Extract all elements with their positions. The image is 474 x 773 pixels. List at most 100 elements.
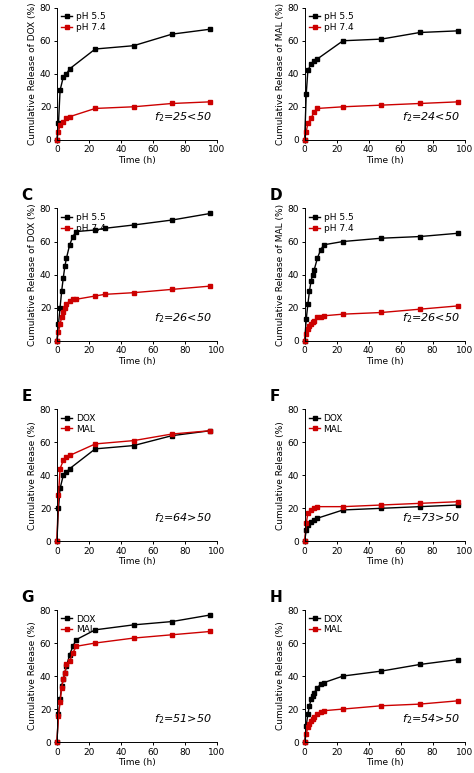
Legend: pH 5.5, pH 7.4: pH 5.5, pH 7.4	[60, 211, 108, 235]
Text: f$_2$=26<50: f$_2$=26<50	[402, 311, 460, 325]
Line: pH 5.5: pH 5.5	[302, 29, 460, 142]
DOX	[308, 517, 314, 526]
pH 7.4	[64, 114, 69, 123]
MAL	[308, 506, 314, 515]
pH 7.4	[54, 336, 60, 346]
DOX	[310, 691, 316, 700]
Y-axis label: Cumulative Release of MAL (%): Cumulative Release of MAL (%)	[276, 203, 285, 346]
pH 5.5	[302, 135, 308, 145]
MAL	[208, 426, 213, 435]
MAL	[318, 708, 323, 717]
MAL	[131, 436, 137, 445]
pH 5.5	[169, 29, 175, 39]
pH 5.5	[92, 225, 98, 234]
DOX	[92, 444, 98, 454]
pH 5.5	[73, 227, 79, 237]
Text: C: C	[22, 188, 33, 203]
MAL	[456, 696, 461, 706]
DOX	[55, 710, 61, 719]
pH 7.4	[59, 313, 64, 322]
pH 5.5	[315, 54, 320, 63]
Y-axis label: Cumulative Release of DOX (%): Cumulative Release of DOX (%)	[28, 2, 37, 145]
DOX	[456, 655, 461, 664]
pH 5.5	[321, 240, 327, 250]
DOX	[57, 484, 63, 493]
MAL	[73, 642, 79, 651]
MAL	[131, 633, 137, 642]
DOX	[379, 504, 384, 513]
DOX	[303, 721, 309, 730]
DOX	[131, 620, 137, 629]
pH 5.5	[59, 287, 64, 296]
pH 5.5	[456, 26, 461, 36]
MAL	[59, 683, 64, 693]
pH 7.4	[60, 117, 66, 126]
pH 5.5	[417, 232, 423, 241]
DOX	[59, 681, 64, 690]
pH 5.5	[92, 44, 98, 53]
MAL	[417, 700, 423, 709]
pH 5.5	[302, 336, 308, 346]
Text: E: E	[22, 389, 32, 404]
DOX	[54, 536, 60, 546]
pH 7.4	[55, 328, 61, 337]
MAL	[92, 638, 98, 648]
pH 5.5	[54, 336, 60, 346]
Line: pH 7.4: pH 7.4	[55, 284, 212, 342]
pH 7.4	[305, 119, 310, 128]
MAL	[303, 519, 309, 528]
pH 5.5	[54, 135, 60, 145]
pH 7.4	[321, 312, 327, 321]
Line: MAL: MAL	[302, 499, 460, 543]
pH 5.5	[311, 56, 317, 65]
X-axis label: Time (h): Time (h)	[366, 356, 403, 366]
MAL	[57, 698, 63, 707]
pH 5.5	[70, 232, 76, 241]
DOX	[303, 525, 309, 534]
pH 5.5	[60, 73, 66, 82]
pH 7.4	[456, 301, 461, 311]
Text: f$_2$=24<50: f$_2$=24<50	[402, 111, 460, 124]
Line: MAL: MAL	[55, 428, 212, 543]
pH 5.5	[131, 41, 137, 50]
Legend: DOX, MAL: DOX, MAL	[60, 613, 97, 636]
MAL	[305, 509, 310, 518]
DOX	[311, 516, 317, 525]
Y-axis label: Cumulative Release (%): Cumulative Release (%)	[276, 421, 285, 530]
X-axis label: Time (h): Time (h)	[366, 758, 403, 767]
DOX	[169, 431, 175, 441]
MAL	[54, 536, 60, 546]
pH 5.5	[303, 315, 309, 324]
X-axis label: Time (h): Time (h)	[118, 758, 155, 767]
pH 7.4	[57, 319, 63, 329]
Text: A: A	[22, 0, 34, 2]
DOX	[92, 625, 98, 635]
Line: pH 7.4: pH 7.4	[302, 100, 460, 142]
DOX	[456, 500, 461, 509]
pH 5.5	[131, 220, 137, 230]
Legend: DOX, MAL: DOX, MAL	[60, 412, 97, 435]
DOX	[315, 683, 320, 693]
pH 5.5	[318, 245, 323, 254]
pH 7.4	[307, 321, 312, 330]
X-axis label: Time (h): Time (h)	[366, 155, 403, 165]
DOX	[308, 694, 314, 703]
pH 5.5	[456, 229, 461, 238]
pH 5.5	[64, 254, 69, 263]
Text: f$_2$=51>50: f$_2$=51>50	[154, 713, 212, 726]
pH 7.4	[70, 295, 76, 304]
MAL	[169, 630, 175, 639]
pH 7.4	[417, 305, 423, 314]
pH 7.4	[64, 300, 69, 309]
MAL	[64, 452, 69, 461]
pH 5.5	[305, 300, 310, 309]
pH 7.4	[417, 99, 423, 108]
MAL	[417, 499, 423, 508]
MAL	[54, 737, 60, 747]
DOX	[64, 662, 69, 671]
MAL	[55, 490, 61, 499]
DOX	[305, 710, 310, 719]
DOX	[302, 737, 308, 747]
MAL	[67, 451, 73, 460]
pH 7.4	[310, 318, 316, 327]
